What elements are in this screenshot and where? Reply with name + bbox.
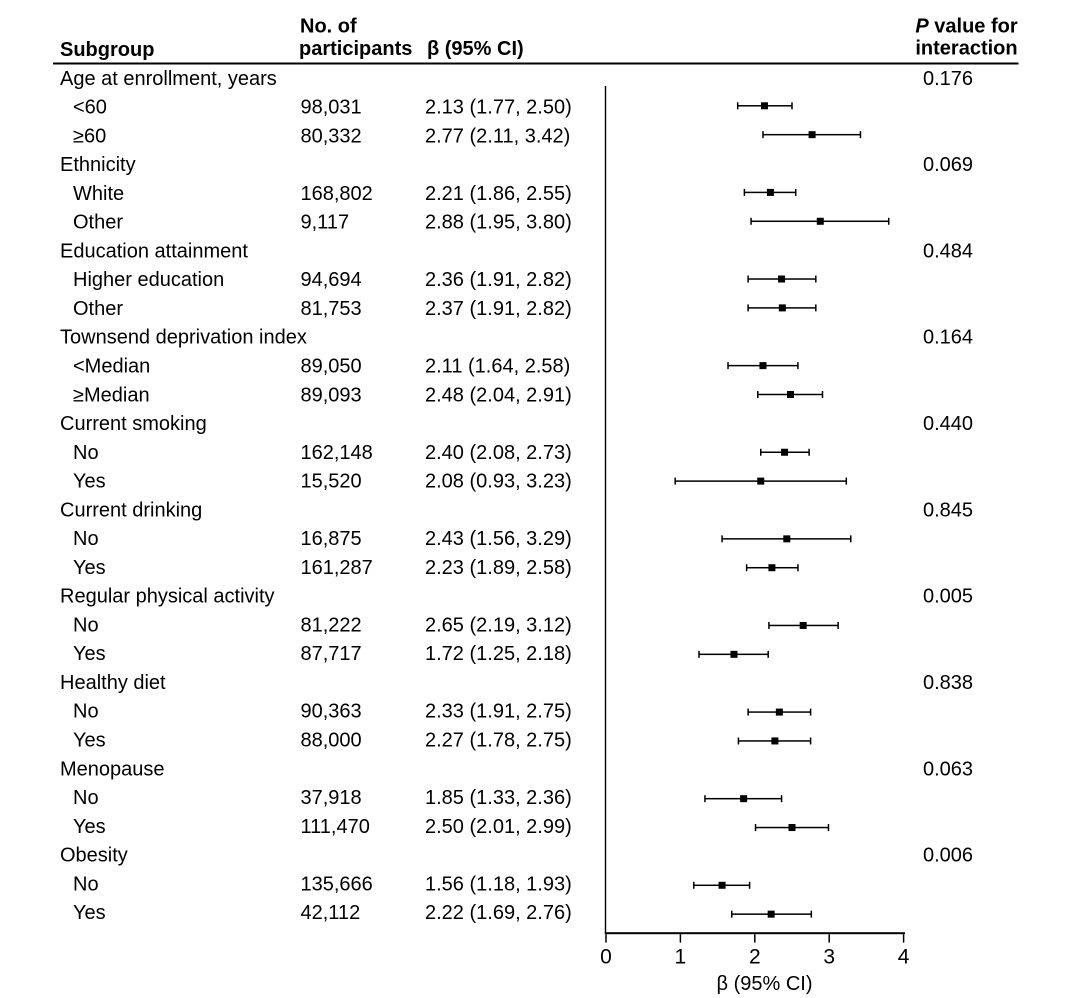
svg-text:81,222: 81,222 [301,614,362,636]
svg-text:2.36 (1.91, 2.82): 2.36 (1.91, 2.82) [425,269,572,291]
svg-text:No: No [73,787,99,809]
svg-text:0.069: 0.069 [923,154,973,176]
svg-text:Current drinking: Current drinking [60,499,202,521]
svg-text:2.43 (1.56, 3.29): 2.43 (1.56, 3.29) [425,528,572,550]
svg-text:2.65 (2.19, 3.12): 2.65 (2.19, 3.12) [425,614,572,636]
svg-text:2.33 (1.91, 2.75): 2.33 (1.91, 2.75) [425,701,572,723]
svg-text:No: No [73,873,99,895]
svg-text:2: 2 [749,945,761,968]
svg-text:2.21 (1.86, 2.55): 2.21 (1.86, 2.55) [425,183,572,205]
svg-text:1: 1 [675,945,687,968]
svg-text:87,717: 87,717 [301,643,362,665]
svg-text:37,918: 37,918 [301,787,362,809]
svg-text:White: White [73,183,124,205]
svg-text:Other: Other [73,298,123,320]
svg-text:2.13 (1.77, 2.50): 2.13 (1.77, 2.50) [425,97,572,119]
svg-text:Subgroup: Subgroup [60,39,154,61]
svg-text:16,875: 16,875 [301,528,362,550]
svg-text:Yes: Yes [73,902,106,924]
svg-text:0.164: 0.164 [923,327,973,349]
svg-text:0.006: 0.006 [923,845,973,867]
svg-text:162,148: 162,148 [301,442,373,464]
svg-text:Obesity: Obesity [60,845,128,867]
svg-text:Current smoking: Current smoking [60,413,207,435]
svg-text:88,000: 88,000 [301,730,362,752]
svg-text:2.88 (1.95, 3.80): 2.88 (1.95, 3.80) [425,212,572,234]
svg-text:Yes: Yes [73,557,106,579]
svg-text:2.27 (1.78, 2.75): 2.27 (1.78, 2.75) [425,730,572,752]
svg-text:β (95% CI): β (95% CI) [717,973,813,995]
svg-text:Yes: Yes [73,643,106,665]
svg-text:1.56 (1.18, 1.93): 1.56 (1.18, 1.93) [425,873,572,895]
svg-text:Higher education: Higher education [73,269,224,291]
svg-text:89,050: 89,050 [301,356,362,378]
svg-text:No: No [73,614,99,636]
svg-text:0.845: 0.845 [923,499,973,521]
svg-text:111,470: 111,470 [301,816,370,838]
svg-text:Other: Other [73,212,123,234]
svg-text:4: 4 [898,945,910,968]
svg-text:No: No [73,442,99,464]
svg-text:Regular physical activity: Regular physical activity [60,586,275,608]
svg-text:2.48 (2.04, 2.91): 2.48 (2.04, 2.91) [425,384,572,406]
svg-text:80,332: 80,332 [301,125,362,147]
svg-text:90,363: 90,363 [301,701,362,723]
svg-text:42,112: 42,112 [301,902,361,924]
svg-text:0.440: 0.440 [923,413,973,435]
svg-text:P value for: P value for [915,16,1017,38]
svg-text:168,802: 168,802 [301,183,373,205]
svg-text:Menopause: Menopause [60,758,165,780]
svg-text:Ethnicity: Ethnicity [60,154,136,176]
svg-text:0.176: 0.176 [923,68,973,90]
svg-text:Healthy diet: Healthy diet [60,672,166,694]
svg-text:Education attainment: Education attainment [60,240,248,262]
svg-text:No. of: No. of [300,16,357,38]
svg-text:89,093: 89,093 [301,384,362,406]
svg-text:participants: participants [299,38,412,60]
svg-text:94,694: 94,694 [301,269,362,291]
svg-text:Yes: Yes [73,816,106,838]
svg-text:2.37 (1.91, 2.82): 2.37 (1.91, 2.82) [425,298,572,320]
svg-text:2.22 (1.69, 2.76): 2.22 (1.69, 2.76) [425,902,572,924]
svg-text:interaction: interaction [915,38,1017,60]
svg-text:β (95% CI): β (95% CI) [427,38,524,60]
svg-text:135,666: 135,666 [301,873,373,895]
svg-text:<Median: <Median [73,356,150,378]
svg-text:1.72 (1.25, 2.18): 1.72 (1.25, 2.18) [425,643,572,665]
svg-text:15,520: 15,520 [301,471,362,493]
svg-text:2.50 (2.01, 2.99): 2.50 (2.01, 2.99) [425,816,572,838]
svg-text:161,287: 161,287 [301,557,373,579]
svg-text:2.40 (2.08, 2.73): 2.40 (2.08, 2.73) [425,442,572,464]
svg-text:Yes: Yes [73,471,106,493]
svg-text:81,753: 81,753 [301,298,362,320]
svg-text:Yes: Yes [73,730,106,752]
svg-text:98,031: 98,031 [301,97,362,119]
svg-text:No: No [73,528,99,550]
svg-text:0.063: 0.063 [923,758,973,780]
svg-text:2.08 (0.93, 3.23): 2.08 (0.93, 3.23) [425,471,572,493]
svg-text:9,117: 9,117 [301,212,350,234]
svg-text:0.005: 0.005 [923,586,973,608]
svg-text:1.85 (1.33, 2.36): 1.85 (1.33, 2.36) [425,787,572,809]
svg-text:≥60: ≥60 [73,125,106,147]
svg-text:0.838: 0.838 [923,672,973,694]
svg-text:≥Median: ≥Median [73,384,150,406]
svg-text:2.11 (1.64, 2.58): 2.11 (1.64, 2.58) [425,356,570,378]
svg-text:2.77 (2.11, 3.42): 2.77 (2.11, 3.42) [425,125,570,147]
svg-text:0.484: 0.484 [923,240,973,262]
svg-text:Age at enrollment, years: Age at enrollment, years [60,68,277,90]
svg-text:0: 0 [600,945,612,968]
svg-text:Townsend deprivation index: Townsend deprivation index [60,327,307,349]
svg-text:3: 3 [823,945,835,968]
svg-text:2.23 (1.89, 2.58): 2.23 (1.89, 2.58) [425,557,572,579]
svg-text:No: No [73,701,99,723]
svg-text:<60: <60 [73,97,107,119]
